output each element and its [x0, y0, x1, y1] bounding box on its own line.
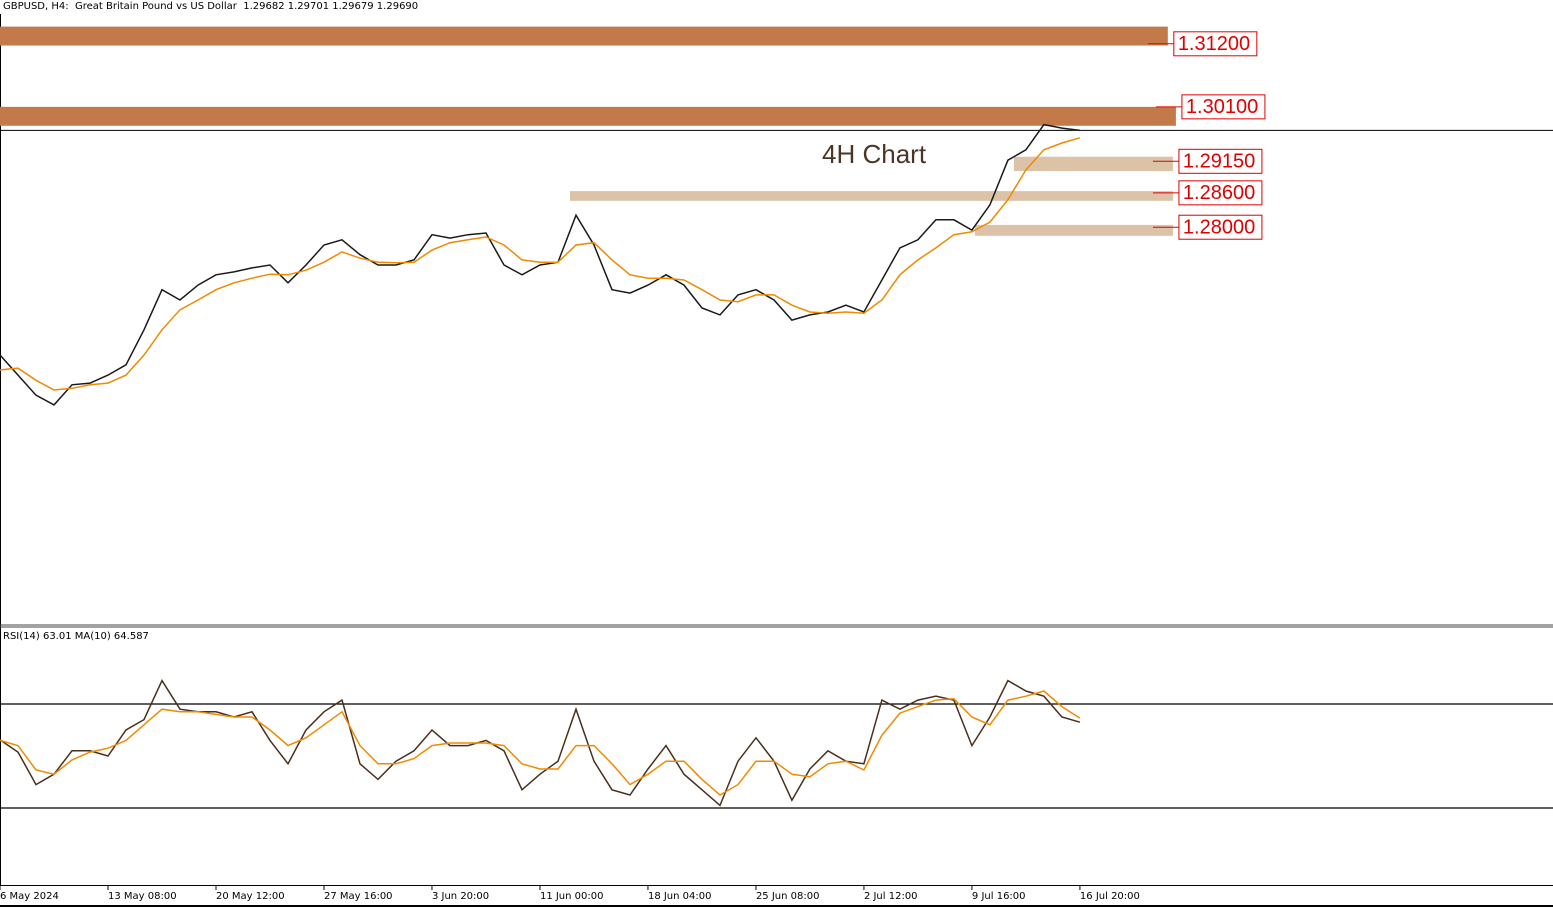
x-tick-label: 9 Jul 16:00: [972, 891, 1026, 902]
level-label: 1.28000: [1183, 217, 1255, 239]
level-box: [1178, 214, 1263, 240]
zone: [0, 106, 1176, 126]
zone: [569, 191, 1173, 201]
x-tick-label: 3 Jun 20:00: [432, 891, 489, 902]
series-line: [0, 690, 1081, 796]
series-line: [0, 679, 1081, 807]
x-tick-label: 16 Jul 20:00: [1080, 891, 1140, 902]
zone: [0, 26, 1168, 46]
x-tick-label: 20 May 12:00: [216, 891, 285, 902]
level-box: [1173, 31, 1258, 57]
level-box: [1181, 94, 1266, 120]
x-tick-label: 2 Jul 12:00: [864, 891, 918, 902]
level-box: [1178, 180, 1263, 206]
level-label: 1.30100: [1186, 96, 1258, 118]
zone: [974, 224, 1173, 236]
x-tick-label: 25 Jun 08:00: [756, 891, 820, 902]
level-label: 1.28600: [1183, 182, 1255, 204]
x-tick-label: 11 Jun 00:00: [540, 891, 604, 902]
series-line: [0, 137, 1081, 391]
level-label: 1.29150: [1183, 151, 1255, 173]
level-box: [1178, 148, 1263, 174]
x-tick-label: 27 May 16:00: [324, 891, 393, 902]
rsi-title: RSI(14) 63.01 MA(10) 64.587: [3, 631, 149, 642]
annotation: 4H Chart: [822, 139, 927, 169]
x-tick-label: 13 May 08:00: [108, 891, 177, 902]
zone: [1013, 156, 1173, 172]
series-line: [0, 123, 1080, 406]
chart-title: GBPUSD, H4: Great Britain Pound vs US Do…: [3, 1, 418, 12]
x-tick-label: 18 Jun 04:00: [648, 891, 712, 902]
level-label: 1.31200: [1178, 33, 1250, 55]
x-tick-label: 6 May 2024: [0, 891, 59, 902]
